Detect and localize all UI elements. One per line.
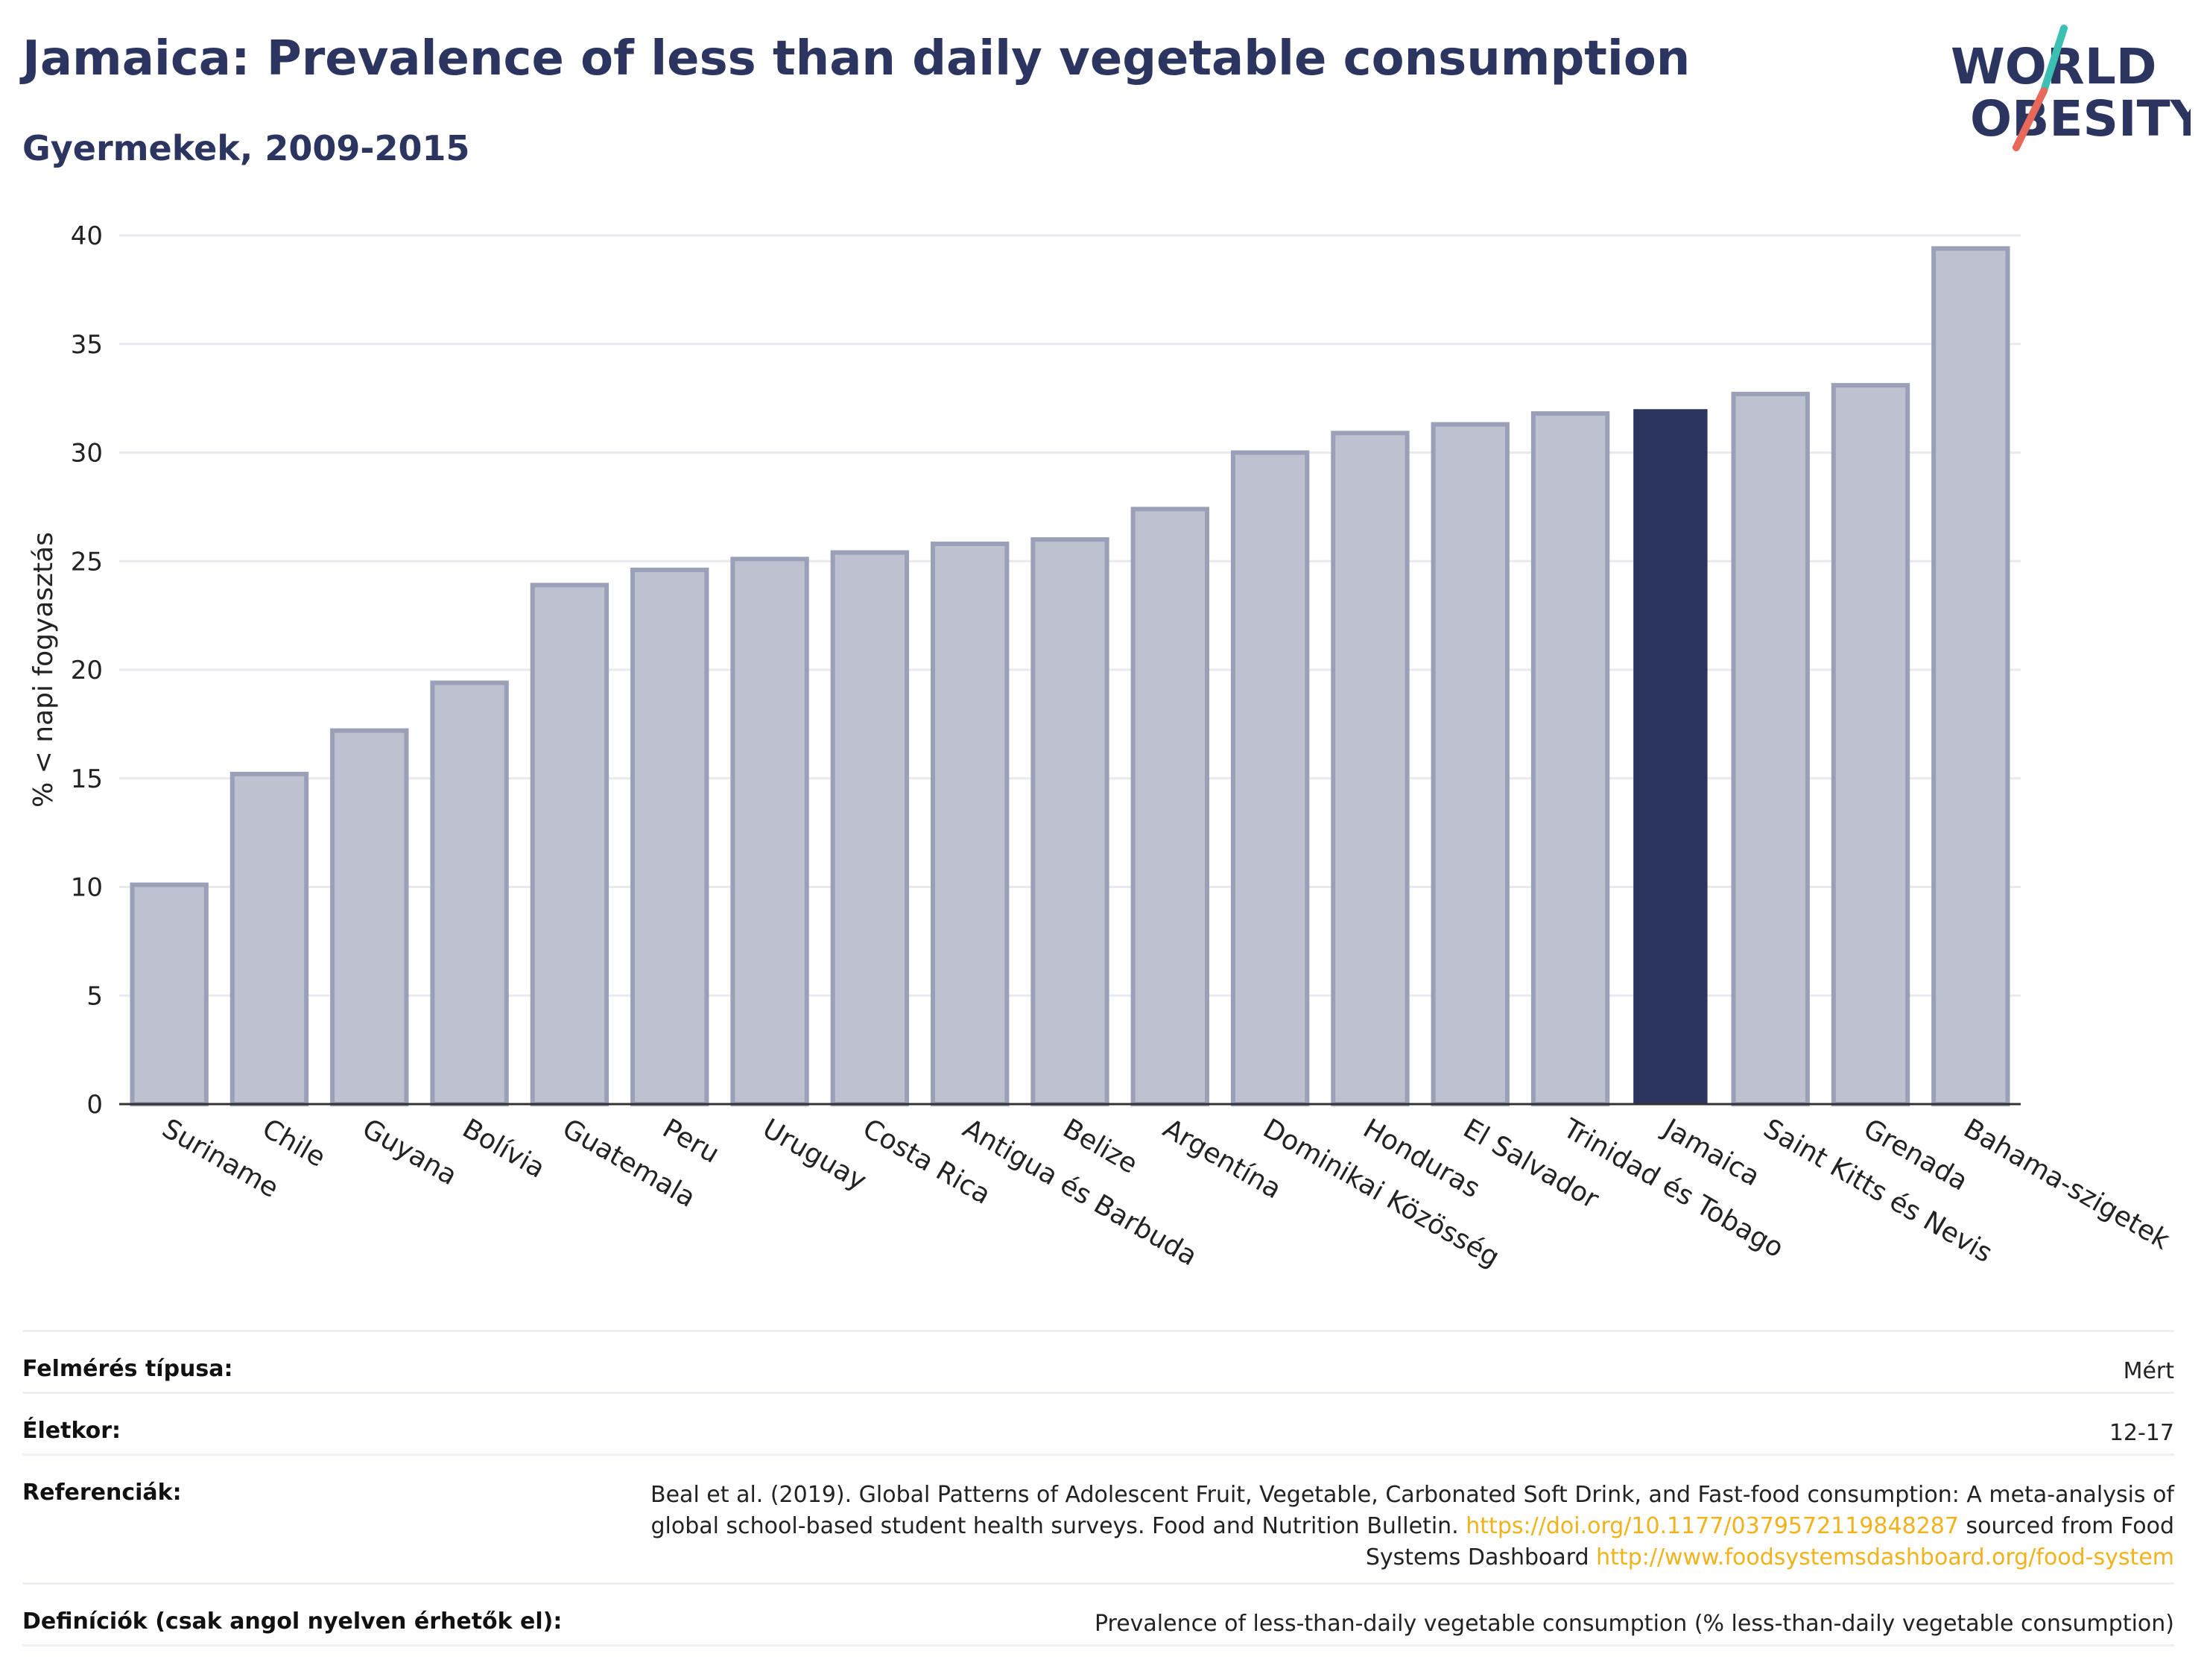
bar [1731, 391, 1810, 1107]
y-axis-ticks: 0 5 10 15 20 25 30 35 40 [71, 221, 103, 1120]
reference-text: Beal et al. (2019). Global Patterns of A… [650, 1482, 2174, 1539]
age-row: Életkor: 12-17 [22, 1392, 2174, 1454]
bar [1931, 246, 2010, 1107]
bar [1530, 411, 1610, 1106]
y-tick-label: 15 [71, 764, 103, 794]
bar [130, 882, 209, 1107]
chart-subtitle: Gyermekek, 2009-2015 [22, 128, 470, 168]
world-obesity-logo: WORLD OBESITY [1951, 25, 2191, 151]
y-tick-label: 5 [86, 981, 103, 1011]
references-label: Referenciák: [22, 1480, 182, 1506]
logo-slash-teal [2040, 25, 2068, 95]
survey-type-value: Mért [2123, 1358, 2174, 1384]
x-tick-label: Bolívia [457, 1113, 551, 1185]
y-tick-label: 0 [86, 1090, 103, 1120]
reference-source-text: sourced from Food Systems Dashboard [1365, 1513, 2174, 1570]
bar [229, 771, 309, 1106]
doi-link[interactable]: https://doi.org/10.1177/0379572119848287 [1466, 1513, 1959, 1539]
y-tick-label: 35 [71, 330, 103, 360]
references-value: Beal et al. (2019). Global Patterns of A… [595, 1456, 2174, 1573]
y-axis-title: % < napi fogyasztás [28, 532, 59, 808]
x-tick-label: Peru [657, 1113, 724, 1170]
logo-text-obesity: OBESITY [1970, 90, 2191, 148]
bar [430, 680, 509, 1106]
age-label: Életkor: [22, 1418, 121, 1444]
bar [1331, 431, 1410, 1106]
bar [630, 567, 709, 1106]
x-tick-label: Bahama-szigetek [1958, 1113, 2174, 1255]
survey-type-row: Felmérés típusa: Mért [22, 1330, 2174, 1392]
bar [330, 728, 409, 1106]
bar [530, 583, 609, 1106]
age-value: 12-17 [2109, 1420, 2174, 1446]
x-tick-label: Chile [257, 1113, 331, 1173]
x-tick-label: Guyana [357, 1113, 462, 1191]
bar-highlighted [1633, 409, 1708, 1104]
x-tick-label: Uruguay [758, 1113, 872, 1196]
references-row: Referenciák: Beal et al. (2019). Global … [22, 1454, 2174, 1582]
definitions-row: Definíciók (csak angol nyelven érhetők e… [22, 1582, 2174, 1646]
bars [130, 246, 2010, 1107]
bar [1130, 507, 1210, 1107]
bar [830, 550, 910, 1106]
dashboard-link[interactable]: http://www.foodsystemsdashboard.org/food… [1596, 1544, 2174, 1570]
chart-title: Jamaica: Prevalence of less than daily v… [22, 31, 1691, 86]
bar [1030, 537, 1109, 1107]
definitions-value: Prevalence of less-than-daily vegetable … [1094, 1611, 2174, 1637]
bar [1431, 422, 1510, 1107]
logo-slash-red [2013, 87, 2048, 151]
y-tick-label: 20 [71, 656, 103, 685]
metadata-table: Felmérés típusa: Mért Életkor: 12-17 Ref… [22, 1330, 2174, 1646]
y-tick-label: 10 [71, 873, 103, 903]
survey-type-label: Felmérés típusa: [22, 1356, 233, 1382]
bar [730, 557, 809, 1106]
y-tick-label: 30 [71, 439, 103, 469]
y-tick-label: 25 [71, 547, 103, 577]
y-tick-label: 40 [71, 221, 103, 251]
definitions-label: Definíciók (csak angol nyelven érhetők e… [22, 1608, 563, 1635]
bar [930, 541, 1010, 1106]
bar [1831, 383, 1910, 1106]
bar [1230, 450, 1310, 1106]
